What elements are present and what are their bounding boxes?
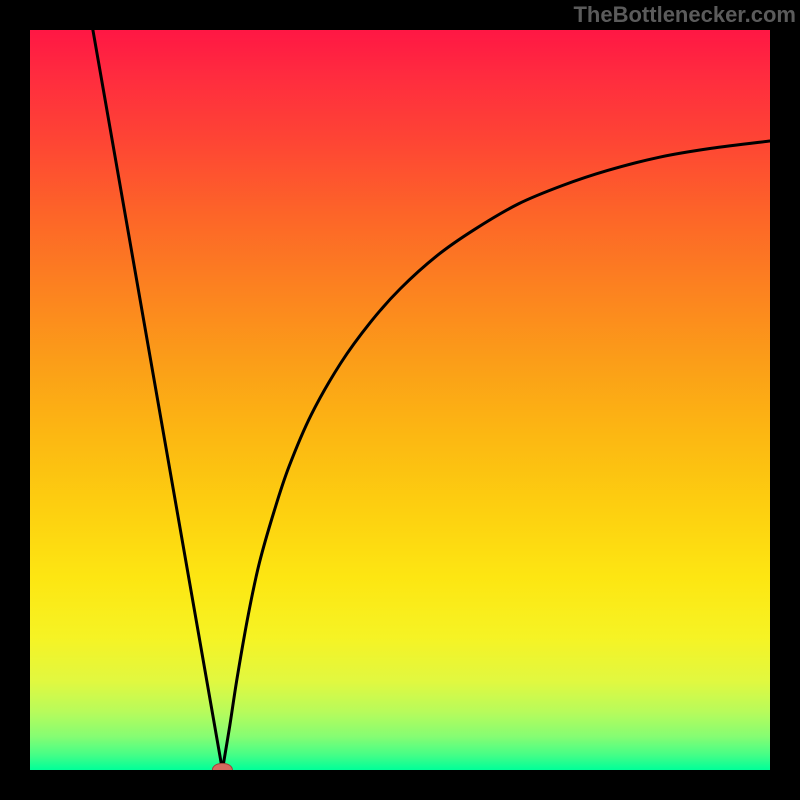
chart-container: TheBottlenecker.com (0, 0, 800, 800)
frame-rect (15, 15, 785, 785)
frame (0, 0, 800, 800)
watermark-text: TheBottlenecker.com (573, 2, 796, 28)
